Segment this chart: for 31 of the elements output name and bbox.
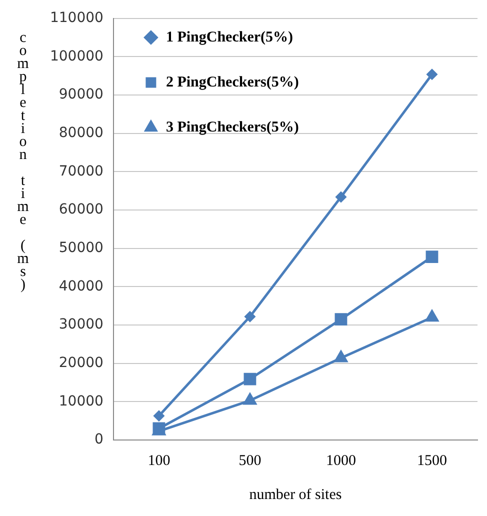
- x-axis-title: number of sites: [249, 486, 342, 503]
- y-tick-label: 50000: [58, 240, 104, 256]
- x-tick-label: 100: [148, 452, 170, 469]
- x-tick-label: 1500: [416, 452, 447, 469]
- y-tick-label: 30000: [58, 316, 104, 333]
- y-tick-label: 40000: [58, 278, 104, 294]
- y-tick-label: 60000: [58, 202, 104, 218]
- point: [154, 410, 164, 422]
- y-axis-title: completion time (ms): [14, 30, 32, 290]
- point: [334, 350, 348, 362]
- point: [426, 250, 438, 263]
- x-tick-label: 1000: [326, 452, 356, 469]
- point: [426, 310, 438, 322]
- point: [336, 192, 346, 202]
- y-tick-label: 0: [94, 432, 104, 448]
- point: [244, 372, 256, 386]
- y-tick-label: 90000: [58, 86, 104, 103]
- y-tick-label: 20000: [58, 354, 104, 371]
- x-tick-label: 500: [238, 452, 262, 469]
- y-tick-label: 110000: [50, 10, 104, 26]
- point: [244, 393, 256, 405]
- point: [244, 311, 256, 322]
- legend-label: 2 PingCheckers(5%): [166, 74, 299, 90]
- y-tick-label: 10000: [58, 393, 104, 410]
- point: [426, 69, 438, 80]
- point: [334, 313, 348, 326]
- y-tick-label: 80000: [58, 125, 104, 142]
- legend-label: 3 PingCheckers(5%): [166, 119, 299, 136]
- y-tick-label: 70000: [58, 163, 104, 180]
- y-tick-label: 100000: [50, 48, 104, 64]
- legend-label: 1 PingChecker(5%): [166, 29, 294, 46]
